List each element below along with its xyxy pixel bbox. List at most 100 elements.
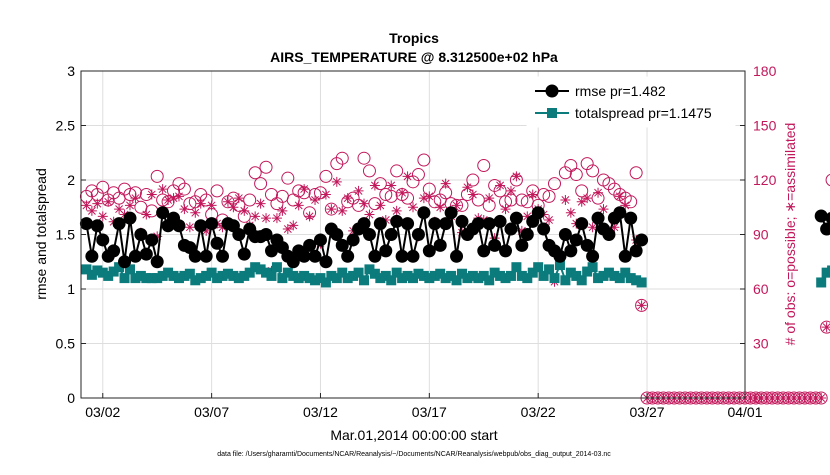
rmse-point — [210, 236, 224, 250]
rmse-point — [123, 211, 137, 225]
rmse-point — [395, 249, 409, 263]
totalspread-point — [195, 273, 206, 284]
totalspread-point — [821, 267, 830, 278]
totalspread-point — [609, 270, 620, 281]
totalspread-point — [625, 273, 636, 284]
totalspread-point — [228, 270, 239, 281]
rmse-point — [384, 228, 398, 241]
totalspread-point — [320, 277, 331, 288]
totalspread-point — [516, 270, 527, 281]
assimilated-obs-point — [331, 176, 342, 187]
totalspread-point — [511, 262, 522, 273]
totalspread-point — [217, 270, 228, 281]
assimilated-obs-point — [495, 180, 506, 191]
assimilated-obs-point — [799, 393, 810, 403]
assimilated-obs-point — [359, 198, 370, 209]
x-tick-label: 03/02 — [85, 404, 120, 420]
totalspread-point — [424, 273, 435, 284]
totalspread-point — [418, 270, 429, 281]
x-tick-label: 03/27 — [630, 404, 665, 420]
rmse-point — [199, 249, 213, 263]
assimilated-obs-point — [157, 184, 168, 195]
totalspread-point — [288, 270, 299, 281]
totalspread-point — [582, 266, 593, 277]
possible-obs-point — [248, 166, 262, 180]
rmse-point — [433, 238, 447, 252]
assimilated-obs-point — [320, 189, 331, 200]
assimilated-obs-point — [440, 178, 451, 189]
totalspread-point — [173, 273, 184, 284]
assimilated-obs-point — [261, 213, 272, 224]
totalspread-point — [364, 264, 375, 275]
rmse-point — [493, 214, 507, 228]
assimilated-obs-point — [342, 193, 353, 204]
possible-obs-point — [319, 169, 333, 183]
assimilated-obs-point — [206, 200, 217, 211]
rmse-point — [553, 249, 567, 263]
assimilated-obs-point — [119, 209, 130, 220]
totalspread-point — [571, 270, 582, 281]
assimilated-obs-point — [794, 393, 805, 403]
rmse-point — [79, 217, 93, 231]
totalspread-point — [277, 273, 288, 284]
y-tick-label: 0 — [67, 390, 75, 406]
totalspread-point — [124, 264, 135, 275]
totalspread-point — [451, 275, 462, 286]
assimilated-obs-point — [184, 222, 195, 233]
assimilated-obs-point — [375, 200, 386, 211]
assimilated-obs-point — [141, 209, 152, 220]
totalspread-point — [620, 267, 631, 278]
rmse-point — [357, 217, 371, 231]
possible-obs-point — [586, 164, 600, 178]
possible-obs-point — [466, 173, 480, 187]
totalspread-point — [386, 275, 397, 286]
assimilated-obs-point — [239, 205, 250, 216]
possible-obs-point — [411, 168, 425, 182]
totalspread-point — [533, 262, 544, 273]
possible-obs-point — [199, 193, 213, 207]
rmse-point — [259, 228, 273, 241]
possible-obs-point — [96, 180, 110, 194]
totalspread-point — [500, 273, 511, 284]
totalspread-point — [353, 267, 364, 278]
possible-obs-point — [324, 202, 338, 216]
possible-obs-point — [259, 160, 273, 174]
assimilated-obs-point — [217, 222, 228, 233]
assimilated-obs-point — [353, 185, 364, 196]
assimilated-obs-point — [418, 193, 429, 204]
rmse-point — [237, 247, 251, 261]
totalspread-point — [375, 273, 386, 284]
rmse-point — [373, 217, 387, 231]
totalspread-point — [560, 275, 571, 286]
rmse-point — [482, 217, 496, 231]
totalspread-point — [97, 267, 108, 278]
y-tick-label: 1 — [67, 281, 75, 297]
assimilated-obs-point — [778, 393, 789, 403]
assimilated-obs-point — [152, 231, 163, 242]
totalspread-point — [222, 268, 233, 279]
assimilated-obs-point — [816, 393, 827, 403]
possible-obs-point — [281, 171, 295, 185]
assimilated-obs-point — [522, 211, 533, 222]
rmse-point — [629, 244, 643, 258]
possible-obs-point — [254, 177, 268, 191]
totalspread-point — [146, 273, 157, 284]
assimilated-obs-point — [435, 202, 446, 213]
possible-obs-point — [292, 184, 306, 198]
totalspread-point — [86, 269, 97, 280]
y-tick-label: 2 — [67, 172, 75, 188]
assimilated-obs-point — [97, 211, 108, 222]
assimilated-obs-point — [271, 213, 282, 224]
totalspread-point — [271, 262, 282, 273]
totalspread-point — [467, 270, 478, 281]
rmse-point — [417, 206, 431, 220]
rmse-point — [368, 249, 382, 263]
rmse-point — [537, 222, 551, 236]
assimilated-obs-point — [277, 205, 288, 216]
assimilated-obs-point — [614, 191, 625, 202]
rmse-point — [586, 249, 600, 263]
x-tick-label: 03/22 — [521, 404, 556, 420]
totalspread-point — [369, 268, 380, 279]
assimilated-obs-point — [527, 189, 538, 200]
